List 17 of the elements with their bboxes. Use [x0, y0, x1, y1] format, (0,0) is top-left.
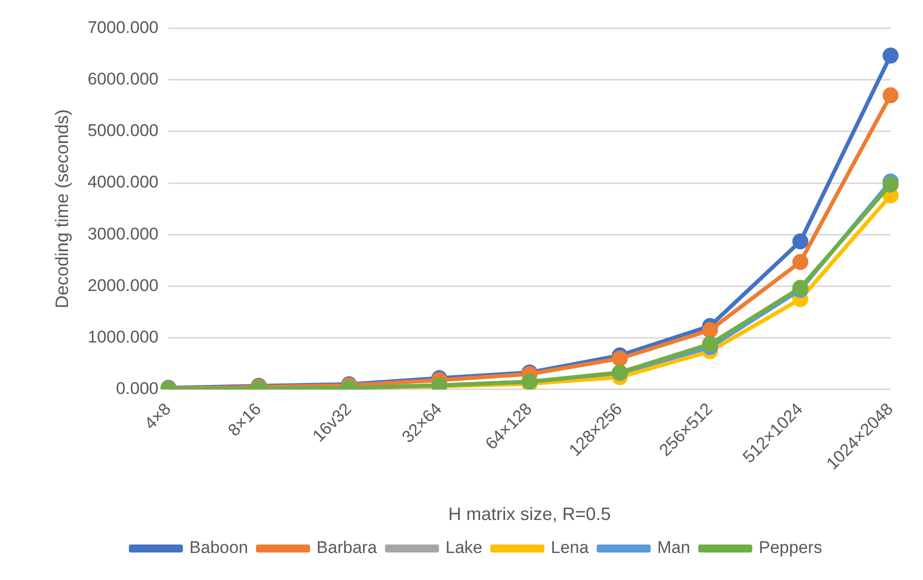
y-tick-label: 0.000 — [116, 379, 159, 398]
y-tick-label: 6000.000 — [88, 70, 159, 88]
y-tick-label: 7000.000 — [88, 18, 159, 37]
legend-label: Barbara — [316, 538, 378, 558]
x-tick-label: 4×8 — [140, 399, 175, 434]
y-tick-label: 2000.000 — [88, 276, 159, 295]
y-tick-label: 1000.000 — [88, 328, 159, 347]
legend-label: Baboon — [189, 538, 248, 558]
legend-label: Man — [657, 538, 690, 558]
y-tick-label: 3000.000 — [88, 224, 159, 244]
y-tick-label: 5000.000 — [88, 121, 159, 140]
y-tick-label: 4000.000 — [88, 172, 159, 192]
y-axis-title: Decoding time (seconds) — [52, 109, 72, 308]
legend-label: Lena — [550, 538, 590, 558]
legend-label: Lake — [446, 538, 482, 558]
x-axis-title: H matrix size, R=0.5 — [448, 504, 611, 524]
legend-label: Peppers — [758, 538, 822, 558]
